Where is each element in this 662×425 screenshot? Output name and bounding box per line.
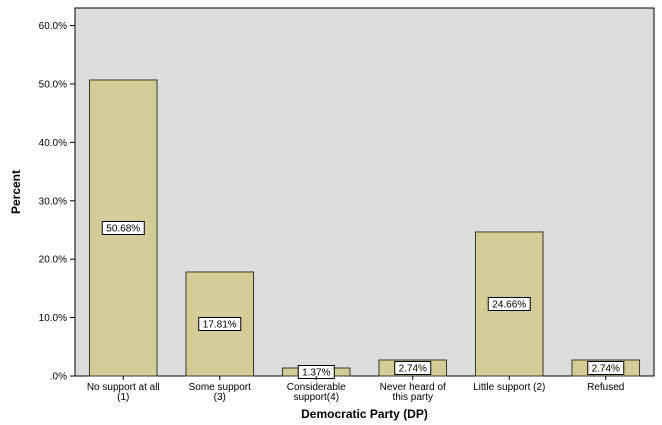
x-category-label: Some support (3)	[189, 382, 251, 403]
data-label-box	[394, 360, 432, 375]
y-tick-label: 40.0%	[39, 138, 67, 149]
x-category-label: Considerable support(4)	[287, 382, 346, 403]
x-category-label: No support at all (1)	[87, 382, 160, 403]
data-label-box	[198, 316, 242, 331]
x-category-label: Refused	[587, 382, 624, 393]
y-tick-label: 50.0%	[39, 79, 67, 90]
data-label-box	[101, 220, 145, 235]
data-labels: 50.68% 17.81% 1.37% 2.74% 24.66% 2.74%	[101, 220, 625, 379]
x-category-label: Never heard of this party	[380, 382, 446, 403]
y-axis-title: Percent	[9, 170, 23, 214]
data-label-text: 2.74%	[399, 363, 427, 374]
data-label-text: 1.37%	[302, 367, 330, 378]
data-label-text: 17.81%	[203, 319, 237, 330]
x-category-label: Little support (2)	[473, 382, 545, 393]
plot-area	[74, 7, 655, 377]
data-label-text: 24.66%	[492, 299, 526, 310]
data-label: 17.81%	[198, 316, 242, 331]
x-axis-title: Democratic Party (DP)	[301, 407, 428, 421]
y-tick-label: .0%	[50, 372, 67, 383]
y-axis: .0% 10.0% 20.0% 30.0% 40.0% 50.0% 60.0%	[39, 21, 75, 383]
x-axis-category-labels: No support at all (1) Some support (3) Consi…	[87, 376, 624, 403]
data-label: 50.68%	[101, 220, 145, 235]
y-tick-label: 60.0%	[39, 21, 67, 32]
y-tick-label: 10.0%	[39, 313, 67, 324]
data-label-box	[487, 296, 531, 311]
data-label: 2.74%	[394, 360, 432, 375]
y-tick-label: 30.0%	[39, 196, 67, 207]
y-tick-label: 20.0%	[39, 255, 67, 266]
data-label: 24.66%	[487, 296, 531, 311]
data-label-box	[587, 360, 625, 375]
data-label-text: 50.68%	[106, 223, 140, 234]
data-label-text: 2.74%	[592, 363, 620, 374]
data-label: 2.74%	[587, 360, 625, 375]
